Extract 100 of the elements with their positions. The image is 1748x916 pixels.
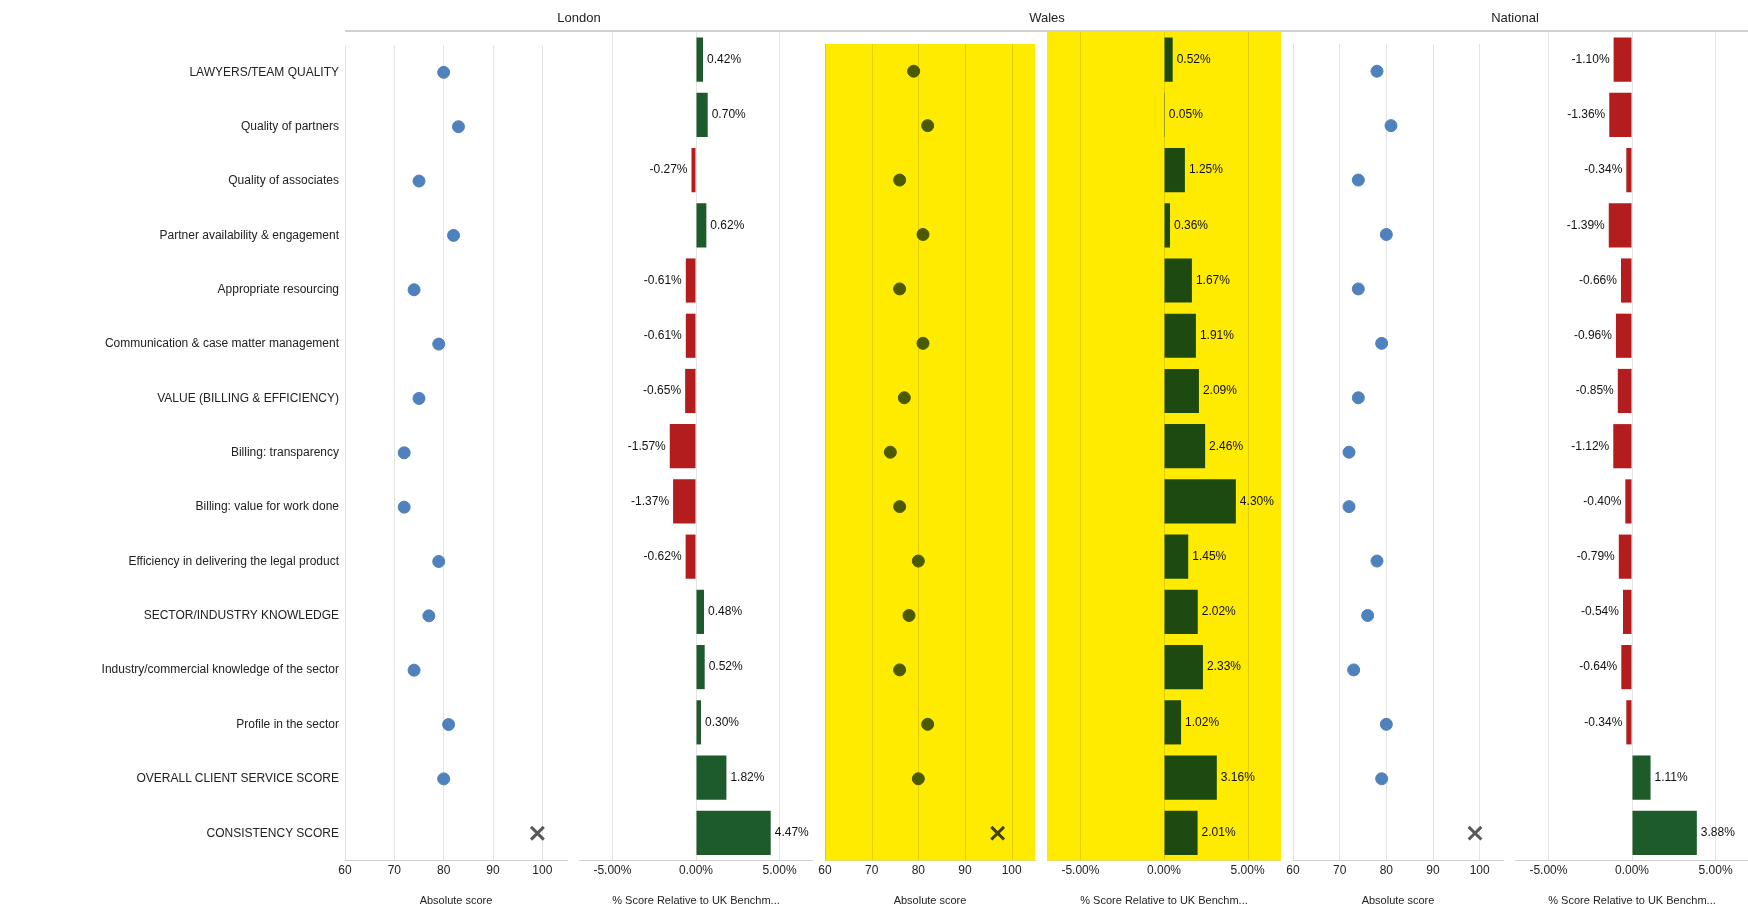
point xyxy=(412,391,426,405)
bar xyxy=(1626,700,1632,745)
point xyxy=(1379,717,1393,731)
x-tick-label: 90 xyxy=(486,862,500,877)
x-tick-label: 60 xyxy=(818,862,832,877)
point xyxy=(893,500,907,514)
bar xyxy=(1625,479,1632,524)
bar xyxy=(696,37,704,82)
data-label: 2.09% xyxy=(1202,383,1238,398)
x-axis-title: % Score Relative to UK Benchm... xyxy=(1080,894,1248,907)
x-tick-label: 80 xyxy=(1379,862,1394,877)
chart-title: National xyxy=(1281,0,1748,32)
point xyxy=(437,772,451,786)
bar xyxy=(696,589,705,634)
bar xyxy=(1613,37,1632,82)
data-label: -0.96% xyxy=(1573,328,1613,343)
point xyxy=(1361,608,1375,622)
data-label: -0.40% xyxy=(1583,493,1622,508)
point xyxy=(907,64,921,78)
bar xyxy=(1164,534,1189,579)
x-axis-title: % Score Relative to UK Benchm... xyxy=(1548,894,1716,907)
data-label: 2.01% xyxy=(1201,825,1236,840)
data-label: -0.61% xyxy=(643,328,683,343)
data-label: -0.64% xyxy=(1579,659,1618,674)
x-tick-label: 70 xyxy=(864,862,879,877)
x-tick-label: 60 xyxy=(338,862,352,877)
point xyxy=(911,554,925,568)
data-label: -0.65% xyxy=(643,383,682,398)
data-label: 0.48% xyxy=(708,604,743,619)
point xyxy=(432,337,446,351)
bar xyxy=(1622,589,1632,634)
y-tick-label: Efficiency in delivering the legal product xyxy=(128,553,340,568)
data-label: -0.66% xyxy=(1578,272,1618,287)
bar xyxy=(1615,313,1632,358)
point xyxy=(1351,391,1365,405)
y-tick-label: Appropriate resourcing xyxy=(217,282,339,297)
data-label: -1.37% xyxy=(631,493,670,508)
data-label: -0.34% xyxy=(1584,714,1623,729)
bar xyxy=(1164,810,1198,855)
y-tick-label: Industry/commercial knowledge of the sector xyxy=(101,662,339,677)
point xyxy=(916,227,930,241)
bar xyxy=(1164,589,1198,634)
point xyxy=(1384,119,1398,133)
data-label: -0.62% xyxy=(643,548,682,563)
x-axis-title: Absolute score xyxy=(1361,894,1435,907)
point xyxy=(1342,500,1356,514)
data-label: 1.45% xyxy=(1192,548,1227,563)
y-tick-label: Billing: transparency xyxy=(230,445,339,460)
point xyxy=(893,663,907,677)
bar xyxy=(1621,645,1632,690)
x-tick-label: 70 xyxy=(387,862,402,877)
point xyxy=(921,717,935,731)
data-label: -0.54% xyxy=(1580,604,1620,619)
bar xyxy=(673,479,696,524)
point xyxy=(883,445,897,459)
point xyxy=(916,336,930,350)
bar xyxy=(1164,700,1182,745)
data-label: -1.10% xyxy=(1571,51,1610,66)
point xyxy=(407,663,421,677)
data-label: -1.57% xyxy=(627,438,667,453)
y-tick-label: Communication & case matter management xyxy=(104,336,340,351)
data-label: 1.25% xyxy=(1188,162,1224,177)
x-tick-label: 80 xyxy=(911,862,926,877)
bar xyxy=(669,424,696,469)
bar xyxy=(1164,147,1185,193)
bar xyxy=(696,92,708,137)
data-label: -0.27% xyxy=(649,162,688,177)
bar xyxy=(696,755,727,800)
chart-title: London xyxy=(345,0,813,32)
bar xyxy=(696,645,705,690)
y-tick-label: CONSISTENCY SCORE xyxy=(206,825,339,840)
point xyxy=(412,174,426,188)
y-tick-label: VALUE (BILLING & EFFICIENCY) xyxy=(157,390,339,405)
point xyxy=(1375,772,1389,786)
bar xyxy=(1164,479,1236,524)
x-tick-label: 0.00% xyxy=(678,862,714,877)
point xyxy=(432,554,446,568)
y-tick-label: Billing: value for work done xyxy=(195,499,340,514)
data-label: -0.34% xyxy=(1584,162,1623,177)
bar xyxy=(1608,203,1632,248)
point xyxy=(1379,227,1393,241)
point xyxy=(447,228,461,242)
data-label: 0.36% xyxy=(1174,217,1209,232)
point xyxy=(407,283,421,297)
data-label: -0.85% xyxy=(1575,383,1615,398)
x-axis-title: Absolute score xyxy=(893,894,967,907)
bar xyxy=(696,810,771,855)
bar xyxy=(1613,424,1632,469)
data-label: 0.05% xyxy=(1168,107,1204,122)
data-label: 1.11% xyxy=(1654,769,1689,784)
x-tick-label: 0.00% xyxy=(1146,862,1182,877)
point xyxy=(897,391,911,405)
point xyxy=(422,609,436,623)
x-tick-label: 0.00% xyxy=(1614,862,1650,877)
data-label: 3.16% xyxy=(1220,769,1256,784)
bar xyxy=(1164,203,1171,248)
point xyxy=(893,282,907,296)
point xyxy=(1467,825,1483,842)
data-label: 1.82% xyxy=(730,769,765,784)
point xyxy=(1375,336,1389,350)
